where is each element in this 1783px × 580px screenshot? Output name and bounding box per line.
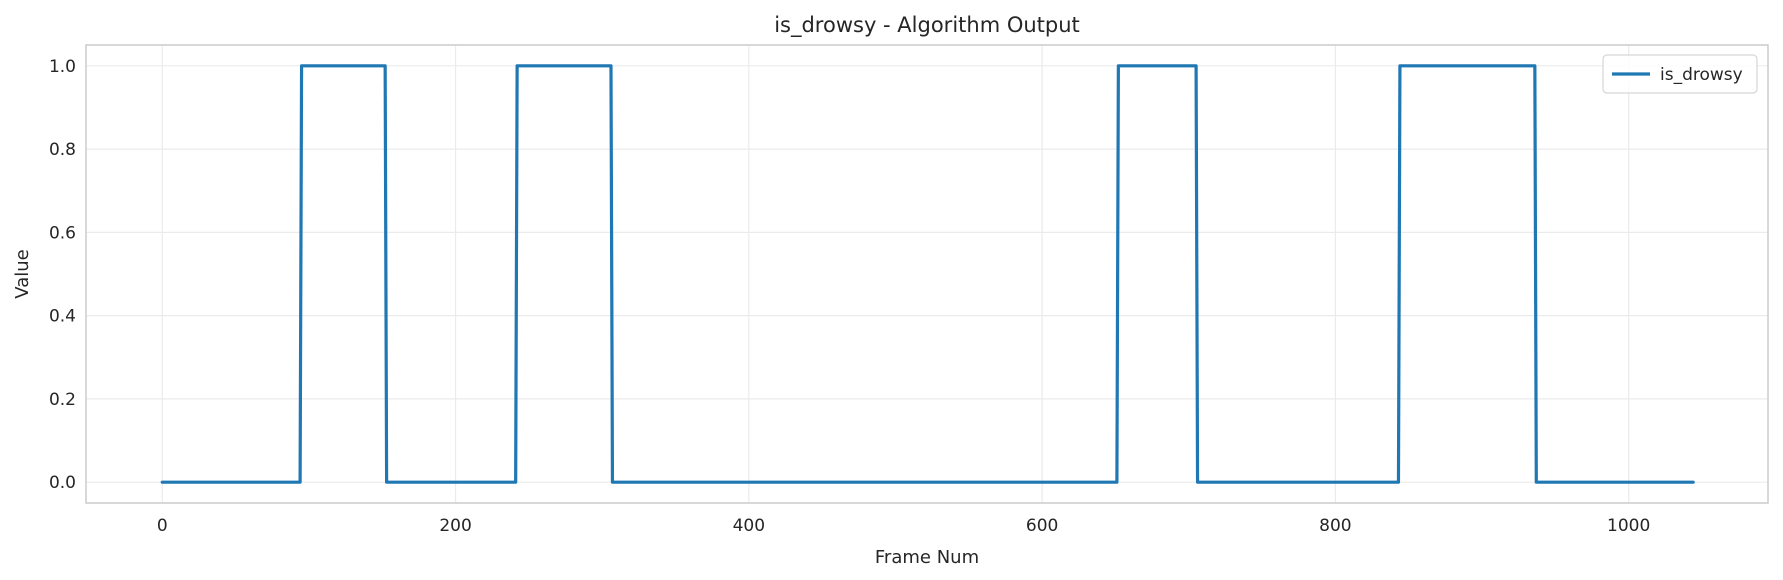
x-tick-label: 0 bbox=[157, 516, 168, 536]
series-layer bbox=[160, 64, 1695, 484]
plot-frame bbox=[85, 44, 1769, 504]
y-tick-label: 0.6 bbox=[49, 223, 76, 243]
y-tick-label: 1.0 bbox=[49, 57, 76, 77]
axis-ticks: 0 200 400 600 800 1000 0.0 0.2 0.4 0.6 0.8 1.0 bbox=[49, 57, 1650, 536]
y-axis-label: Value bbox=[12, 249, 33, 298]
legend[interactable]: is_drowsy bbox=[1602, 54, 1758, 94]
chart-title: is_drowsy - Algorithm Output bbox=[774, 13, 1080, 38]
series-line-is_drowsy bbox=[160, 64, 1695, 484]
x-tick-label: 200 bbox=[439, 516, 471, 536]
y-tick-label: 0.0 bbox=[49, 473, 76, 493]
x-tick-label: 1000 bbox=[1607, 516, 1650, 536]
y-tick-label: 0.8 bbox=[49, 140, 76, 160]
grid bbox=[86, 45, 1768, 503]
x-tick-label: 600 bbox=[1026, 516, 1058, 536]
x-tick-label: 800 bbox=[1319, 516, 1351, 536]
x-axis-label: Frame Num bbox=[875, 547, 979, 568]
legend-box bbox=[1602, 54, 1758, 94]
x-tick-label: 400 bbox=[733, 516, 765, 536]
y-tick-label: 0.2 bbox=[49, 390, 76, 410]
legend-label: is_drowsy bbox=[1660, 65, 1743, 85]
y-tick-label: 0.4 bbox=[49, 307, 76, 327]
